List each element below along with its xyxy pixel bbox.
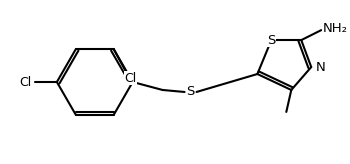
Text: S: S (267, 34, 275, 47)
Text: NH₂: NH₂ (323, 22, 348, 35)
Text: Cl: Cl (125, 72, 137, 85)
Text: Cl: Cl (19, 75, 31, 89)
Text: S: S (186, 85, 195, 98)
Text: N: N (315, 61, 325, 73)
